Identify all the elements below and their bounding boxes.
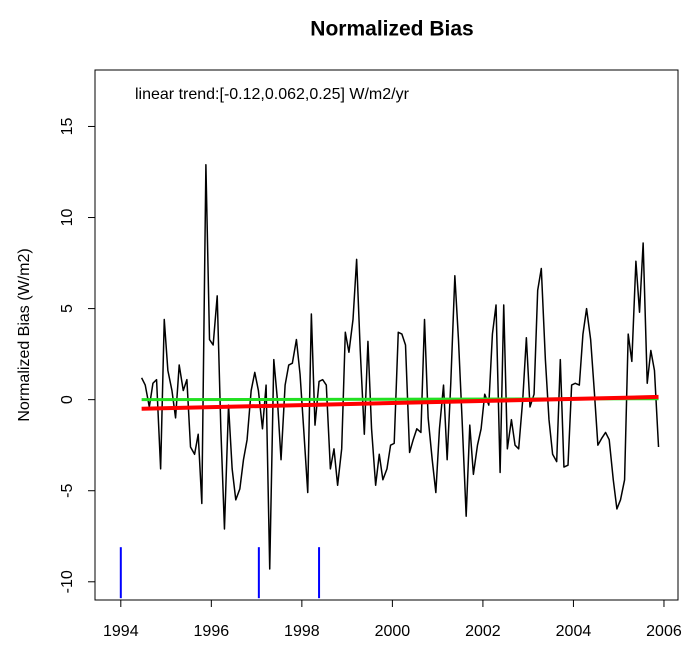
- y-tick-label: 10: [59, 209, 76, 227]
- y-axis-label: Normalized Bias (W/m2): [16, 248, 33, 421]
- x-tick-label: 2004: [556, 623, 592, 640]
- y-tick-label: -10: [59, 570, 76, 593]
- x-tick-label: 2006: [646, 623, 682, 640]
- plot-frame: [94, 69, 679, 601]
- x-tick-label: 1994: [103, 623, 139, 640]
- x-tick-label: 1996: [194, 623, 230, 640]
- trend-line: [141, 394, 659, 411]
- chart-title: Normalized Bias: [310, 18, 473, 41]
- data-line: [140, 163, 660, 570]
- y-tick-label: 15: [59, 117, 76, 135]
- annotation: linear trend:[-0.12,0.062,0.25] W/m2/yr: [135, 86, 410, 103]
- y-tick-label: 5: [59, 304, 76, 313]
- y-tick-label: 0: [59, 395, 76, 404]
- x-tick-label: 2000: [375, 623, 411, 640]
- y-tick-label: -5: [59, 484, 76, 498]
- x-tick-label: 2002: [465, 623, 501, 640]
- x-tick-label: 1998: [284, 623, 320, 640]
